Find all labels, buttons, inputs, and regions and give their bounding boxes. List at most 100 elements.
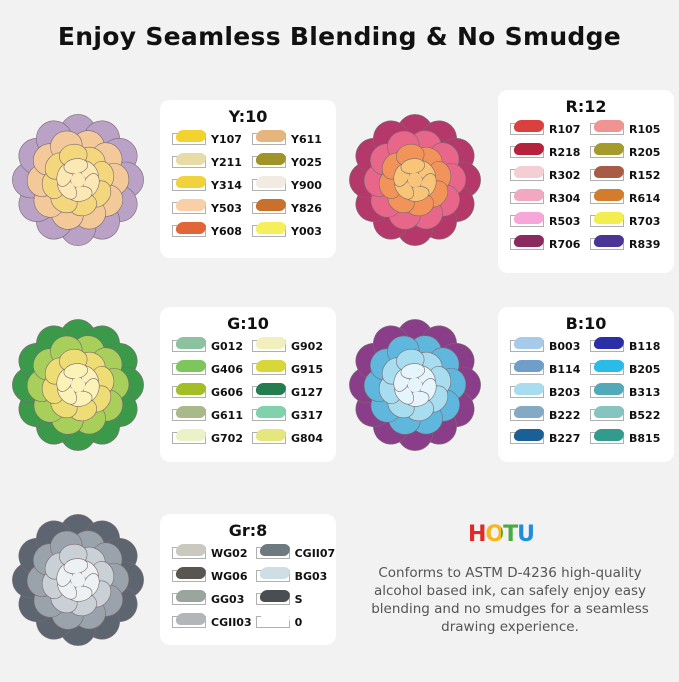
swatch-item: R304 bbox=[510, 189, 586, 206]
color-swatch bbox=[252, 222, 288, 237]
swatch-item: R105 bbox=[590, 120, 666, 137]
color-swatch bbox=[172, 544, 208, 559]
color-swatch bbox=[172, 383, 208, 398]
swatch-code: G317 bbox=[291, 408, 323, 422]
swatch-code: G606 bbox=[211, 385, 243, 399]
color-swatch bbox=[590, 383, 626, 398]
swatch-item: Y826 bbox=[252, 199, 328, 216]
succulent-illustration bbox=[349, 319, 481, 451]
swatch-code: B815 bbox=[629, 431, 661, 445]
color-swatch bbox=[590, 337, 626, 352]
color-swatch bbox=[172, 199, 208, 214]
color-swatch bbox=[510, 383, 546, 398]
swatch-item: B815 bbox=[590, 429, 666, 446]
swatch-item: Y608 bbox=[172, 222, 248, 239]
swatch-code: R706 bbox=[549, 237, 581, 251]
swatch-code: B313 bbox=[629, 385, 661, 399]
swatch-code: Y608 bbox=[211, 224, 242, 238]
color-swatch bbox=[172, 222, 208, 237]
swatch-item: Y314 bbox=[172, 176, 248, 193]
swatch-item: Y107 bbox=[172, 130, 248, 147]
swatch-panel-b: B:10 B003 B118 B114 B205 B203 B313 B222 B522 B227… bbox=[498, 307, 674, 462]
headline: Enjoy Seamless Blending & No Smudge bbox=[57, 22, 622, 51]
color-swatch bbox=[255, 544, 292, 559]
swatch-code: G127 bbox=[291, 385, 323, 399]
swatch-code: WG02 bbox=[211, 546, 248, 560]
swatch-item: G902 bbox=[252, 337, 328, 354]
swatch-code: G406 bbox=[211, 362, 243, 376]
color-swatch bbox=[510, 189, 546, 204]
color-swatch bbox=[590, 360, 626, 375]
color-swatch bbox=[252, 130, 288, 145]
color-swatch bbox=[510, 212, 546, 227]
swatch-item: R614 bbox=[590, 189, 666, 206]
color-swatch bbox=[590, 212, 626, 227]
swatch-item: R107 bbox=[510, 120, 586, 137]
swatch-item: WG02 bbox=[172, 544, 252, 561]
panel-title: R:12 bbox=[565, 97, 607, 116]
swatch-code: G915 bbox=[291, 362, 323, 376]
color-swatch bbox=[590, 429, 626, 444]
swatch-code: Y003 bbox=[291, 224, 322, 238]
swatch-code: CGII03 bbox=[211, 615, 252, 629]
swatch-item: CGII03 bbox=[172, 613, 252, 630]
swatch-item: R503 bbox=[510, 212, 586, 229]
succulent-illustration bbox=[12, 514, 144, 646]
swatch-code: Y611 bbox=[291, 132, 322, 146]
swatch-code: Y025 bbox=[291, 155, 322, 169]
swatch-item: G606 bbox=[172, 383, 248, 400]
swatch-item: G012 bbox=[172, 337, 248, 354]
swatch-panel-r: R:12 R107 R105 R218 R205 R302 R152 R304 R614 R503… bbox=[498, 90, 674, 273]
swatch-item: B118 bbox=[590, 337, 666, 354]
swatch-panel-g: G:10 G012 G902 G406 G915 G606 G127 G611 G317 G702… bbox=[160, 307, 336, 462]
swatch-item: Y900 bbox=[252, 176, 328, 193]
swatch-code: G702 bbox=[211, 431, 243, 445]
color-swatch bbox=[252, 176, 288, 191]
swatch-item: G804 bbox=[252, 429, 328, 446]
hotu-logo: HOTU bbox=[468, 522, 535, 547]
swatch-item: R152 bbox=[590, 166, 666, 183]
color-swatch bbox=[590, 120, 626, 135]
color-swatch bbox=[172, 337, 208, 352]
swatch-code: R839 bbox=[629, 237, 661, 251]
swatch-code: R614 bbox=[629, 191, 661, 205]
color-swatch bbox=[172, 406, 208, 421]
color-swatch bbox=[510, 429, 546, 444]
color-swatch bbox=[252, 337, 288, 352]
swatch-code: B222 bbox=[549, 408, 581, 422]
swatch-code: CGII07 bbox=[294, 546, 336, 560]
swatch-code: R503 bbox=[549, 214, 581, 228]
description: Conforms to ASTM D-4236 high-quality alc… bbox=[371, 565, 649, 635]
swatch-item: WG06 bbox=[172, 567, 252, 584]
swatch-item: B222 bbox=[510, 406, 586, 423]
swatch-item: R218 bbox=[510, 143, 586, 160]
swatch-panel-gr: Gr:8 WG02 CGII07 WG06 BG03 GG03 S CGII03 0 bbox=[160, 514, 336, 645]
swatch-code: R152 bbox=[629, 168, 661, 182]
color-swatch bbox=[255, 613, 292, 628]
swatch-item: R703 bbox=[590, 212, 666, 229]
swatch-code: B003 bbox=[549, 339, 581, 353]
swatch-item: R706 bbox=[510, 235, 586, 252]
swatch-item: Y503 bbox=[172, 199, 248, 216]
swatch-item: CGII07 bbox=[255, 544, 336, 561]
panel-title: Gr:8 bbox=[228, 521, 268, 540]
swatch-item: R839 bbox=[590, 235, 666, 252]
color-swatch bbox=[172, 153, 208, 168]
swatch-item: G317 bbox=[252, 406, 328, 423]
swatch-item: B205 bbox=[590, 360, 666, 377]
swatch-code: R302 bbox=[549, 168, 581, 182]
swatch-item: S bbox=[255, 590, 336, 607]
swatch-item: B003 bbox=[510, 337, 586, 354]
swatch-item: Y211 bbox=[172, 153, 248, 170]
flower-center bbox=[71, 573, 85, 587]
swatch-panel-y: Y:10 Y107 Y611 Y211 Y025 Y314 Y900 Y503 Y826 Y608… bbox=[160, 100, 336, 258]
swatch-code: R205 bbox=[629, 145, 661, 159]
color-swatch bbox=[172, 130, 208, 145]
panel-title: B:10 bbox=[565, 314, 607, 333]
swatch-item: B313 bbox=[590, 383, 666, 400]
swatch-code: 0 bbox=[294, 615, 303, 629]
swatch-item: B203 bbox=[510, 383, 586, 400]
color-swatch bbox=[510, 406, 546, 421]
swatch-code: R304 bbox=[549, 191, 581, 205]
swatch-code: B118 bbox=[629, 339, 661, 353]
